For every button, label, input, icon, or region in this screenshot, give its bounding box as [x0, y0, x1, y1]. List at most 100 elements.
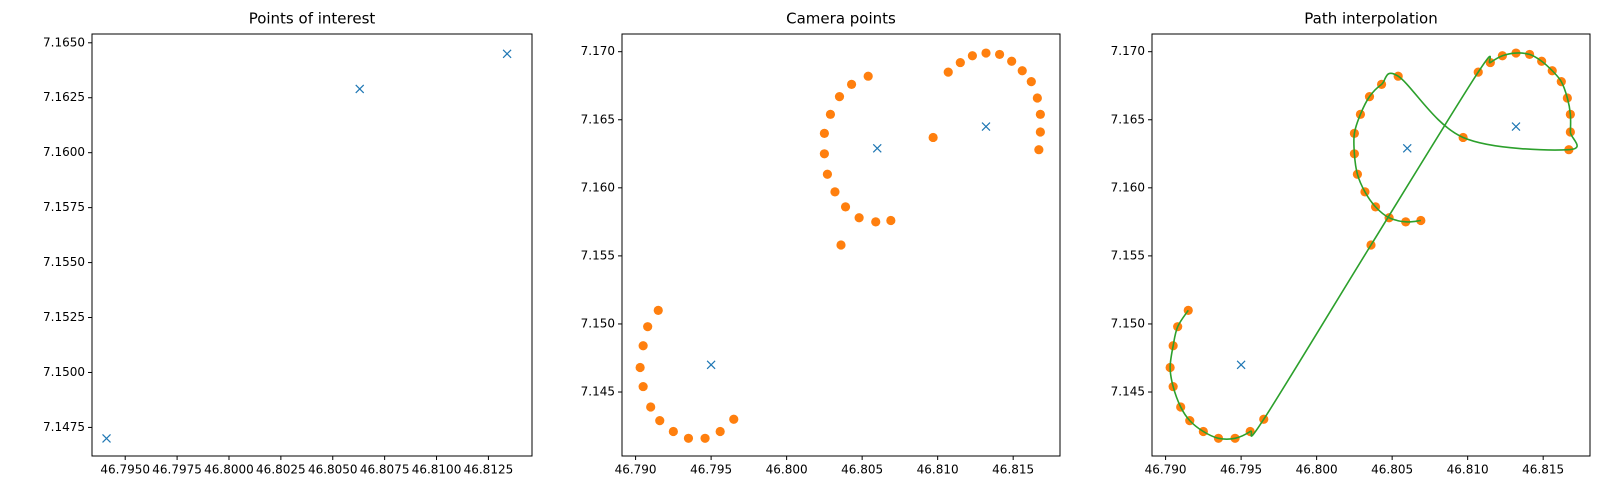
point-dot — [683, 433, 694, 443]
point-dot — [715, 426, 725, 437]
y-tick-label: 7.1650 — [43, 35, 85, 49]
y-tick-label: 7.150 — [1111, 316, 1145, 330]
y-tick-label: 7.1575 — [43, 200, 85, 214]
plot-frame — [91, 33, 533, 457]
chart-title: Points of interest — [249, 10, 376, 28]
point-dot — [863, 71, 873, 81]
y-tick-label: 7.1525 — [43, 310, 85, 324]
point-dot — [1007, 56, 1017, 66]
x-tick-label: 46.8075 — [360, 463, 410, 477]
y-tick-label: 7.155 — [1111, 248, 1145, 262]
y-tick-label: 7.1625 — [43, 90, 85, 104]
x-tick-label: 46.805 — [841, 463, 883, 477]
y-tick-label: 7.1500 — [43, 365, 85, 379]
x-tick-label: 46.8050 — [308, 463, 358, 477]
point-marker — [872, 143, 882, 153]
point-dot — [1034, 145, 1044, 155]
y-tick-label: 7.165 — [1111, 112, 1145, 126]
point-dot — [653, 305, 663, 315]
x-tick-label: 46.795 — [1220, 463, 1262, 477]
x-tick-label: 46.8025 — [256, 463, 306, 477]
y-tick-label: 7.170 — [581, 44, 615, 58]
x-tick-label: 46.8000 — [204, 463, 254, 477]
subplot: Camera points 46.790 46.795 46.800 46.805 46.… — [581, 10, 1061, 477]
point-dot — [854, 213, 864, 223]
point-marker — [502, 49, 512, 59]
y-tick-label: 7.150 — [581, 316, 615, 330]
y-tick-label: 7.1475 — [43, 420, 85, 434]
y-tick-label: 7.170 — [1111, 44, 1145, 58]
x-tick-label: 46.810 — [917, 463, 959, 477]
point-marker — [706, 360, 716, 370]
x-tick-label: 46.795 — [690, 463, 732, 477]
point-dot — [928, 132, 938, 143]
point-dot — [943, 67, 953, 77]
y-tick-label: 7.1600 — [43, 145, 85, 159]
point-dot — [955, 57, 965, 68]
point-dot — [700, 433, 710, 443]
plot-frame — [621, 33, 1061, 457]
x-tick-label: 46.7950 — [100, 463, 150, 477]
point-dot — [638, 341, 648, 351]
x-tick-label: 46.800 — [766, 463, 808, 477]
point-marker — [1236, 360, 1246, 370]
x-tick-label: 46.815 — [992, 463, 1034, 477]
point-dot — [1416, 215, 1426, 226]
x-tick-label: 46.8100 — [412, 463, 462, 477]
x-tick-label: 46.810 — [1447, 463, 1489, 477]
point-dot — [836, 240, 846, 250]
point-dot — [1032, 93, 1042, 103]
point-dot — [840, 202, 851, 212]
point-marker — [355, 84, 365, 94]
x-tick-label: 46.805 — [1371, 463, 1413, 477]
point-dot — [846, 79, 857, 89]
x-tick-label: 46.790 — [615, 463, 657, 477]
y-tick-label: 7.160 — [581, 180, 615, 194]
point-dot — [819, 149, 829, 159]
chart-title: Camera points — [786, 10, 896, 28]
point-marker — [1402, 143, 1412, 153]
point-dot — [655, 416, 665, 426]
point-dot — [729, 414, 739, 424]
point-dot — [643, 322, 653, 332]
y-tick-label: 7.145 — [1111, 385, 1145, 399]
point-marker — [981, 122, 991, 131]
point-dot — [819, 128, 829, 138]
plot-frame — [1151, 33, 1591, 457]
interpolated-path — [1169, 52, 1578, 440]
point-dot — [638, 381, 648, 392]
point-dot — [822, 169, 833, 179]
x-tick-label: 46.7975 — [152, 463, 202, 477]
point-marker — [1511, 122, 1521, 131]
y-tick-label: 7.145 — [581, 385, 615, 399]
y-tick-label: 7.1550 — [43, 255, 85, 269]
x-tick-label: 46.8125 — [464, 463, 514, 477]
subplot: Path interpolation 46.790 46.795 46.800 46.8… — [1111, 10, 1591, 477]
point-dot — [1035, 109, 1045, 119]
point-dot — [834, 92, 845, 102]
y-tick-label: 7.165 — [581, 112, 615, 126]
point-dot — [668, 426, 678, 437]
point-dot — [1026, 77, 1036, 87]
x-tick-label: 46.800 — [1296, 463, 1338, 477]
point-dot — [1017, 66, 1027, 76]
point-dot — [1035, 127, 1045, 137]
chart-title: Path interpolation — [1304, 10, 1437, 28]
point-dot — [967, 51, 978, 61]
point-dot — [994, 49, 1005, 60]
point-dot — [646, 402, 656, 412]
point-marker — [102, 433, 111, 443]
point-dot — [886, 215, 896, 226]
point-dot — [825, 109, 836, 119]
y-tick-label: 7.155 — [581, 248, 615, 262]
x-tick-label: 46.790 — [1145, 463, 1187, 477]
point-dot — [830, 187, 840, 197]
point-dot — [635, 362, 645, 373]
y-tick-label: 7.160 — [1111, 180, 1145, 194]
x-tick-label: 46.815 — [1522, 463, 1564, 477]
point-dot — [871, 217, 881, 227]
point-dot — [981, 48, 991, 58]
